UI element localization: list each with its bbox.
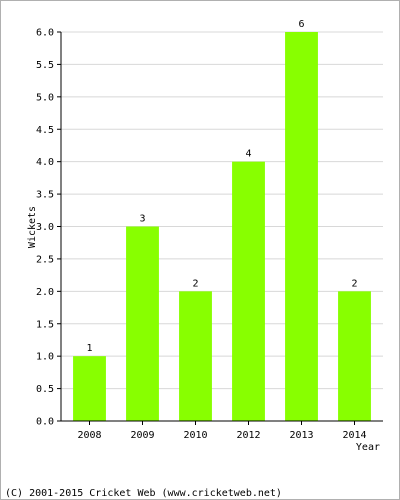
y-tick-label: 1.5 <box>36 319 54 330</box>
bar-2013 <box>285 32 318 421</box>
y-tick-label: 2.0 <box>36 287 54 298</box>
x-tick-label: 2009 <box>130 430 154 441</box>
y-tick-label: 4.0 <box>36 157 54 168</box>
data-labels: 1 3 2 4 6 2 <box>86 19 357 354</box>
x-tick-label: 2010 <box>183 430 207 441</box>
copyright-text: (C) 2001-2015 Cricket Web (www.cricketwe… <box>5 488 282 499</box>
data-label: 4 <box>245 149 251 160</box>
y-tick-labels: 0.0 0.5 1.0 1.5 2.0 2.5 3.0 3.5 4.0 4.5 5.0 5.5 6.0 <box>36 28 61 428</box>
x-axis-title: Year <box>356 442 380 453</box>
bar-2010 <box>179 291 212 421</box>
data-label: 2 <box>351 278 357 289</box>
y-tick-label: 0.0 <box>36 417 54 428</box>
y-axis-title: Wickets <box>27 206 38 248</box>
y-tick-label: 4.5 <box>36 125 54 136</box>
bars <box>73 32 371 421</box>
y-tick-label: 5.5 <box>36 60 54 71</box>
x-tick-label: 2012 <box>236 430 260 441</box>
y-tick-label: 3.5 <box>36 190 54 201</box>
y-tick-label: 3.0 <box>36 222 54 233</box>
bar-2012 <box>232 161 265 421</box>
x-tick-label: 2008 <box>77 430 101 441</box>
x-tick-label: 2013 <box>289 430 313 441</box>
y-tick-label: 6.0 <box>36 28 54 39</box>
y-tick-label: 2.5 <box>36 254 54 265</box>
y-tick-label: 1.0 <box>36 352 54 363</box>
y-tick-label: 5.0 <box>36 92 54 103</box>
data-label: 3 <box>139 214 145 225</box>
x-tick-label: 2014 <box>342 430 366 441</box>
x-tick-labels: 2008 2009 2010 2012 2013 2014 <box>77 421 367 441</box>
bar-2008 <box>73 356 106 421</box>
data-label: 6 <box>298 19 304 30</box>
y-tick-label: 0.5 <box>36 384 54 395</box>
data-label: 2 <box>192 278 198 289</box>
data-label: 1 <box>86 343 92 354</box>
bar-2014 <box>338 291 371 421</box>
bar-2009 <box>126 226 159 421</box>
grid-lines <box>61 31 383 390</box>
